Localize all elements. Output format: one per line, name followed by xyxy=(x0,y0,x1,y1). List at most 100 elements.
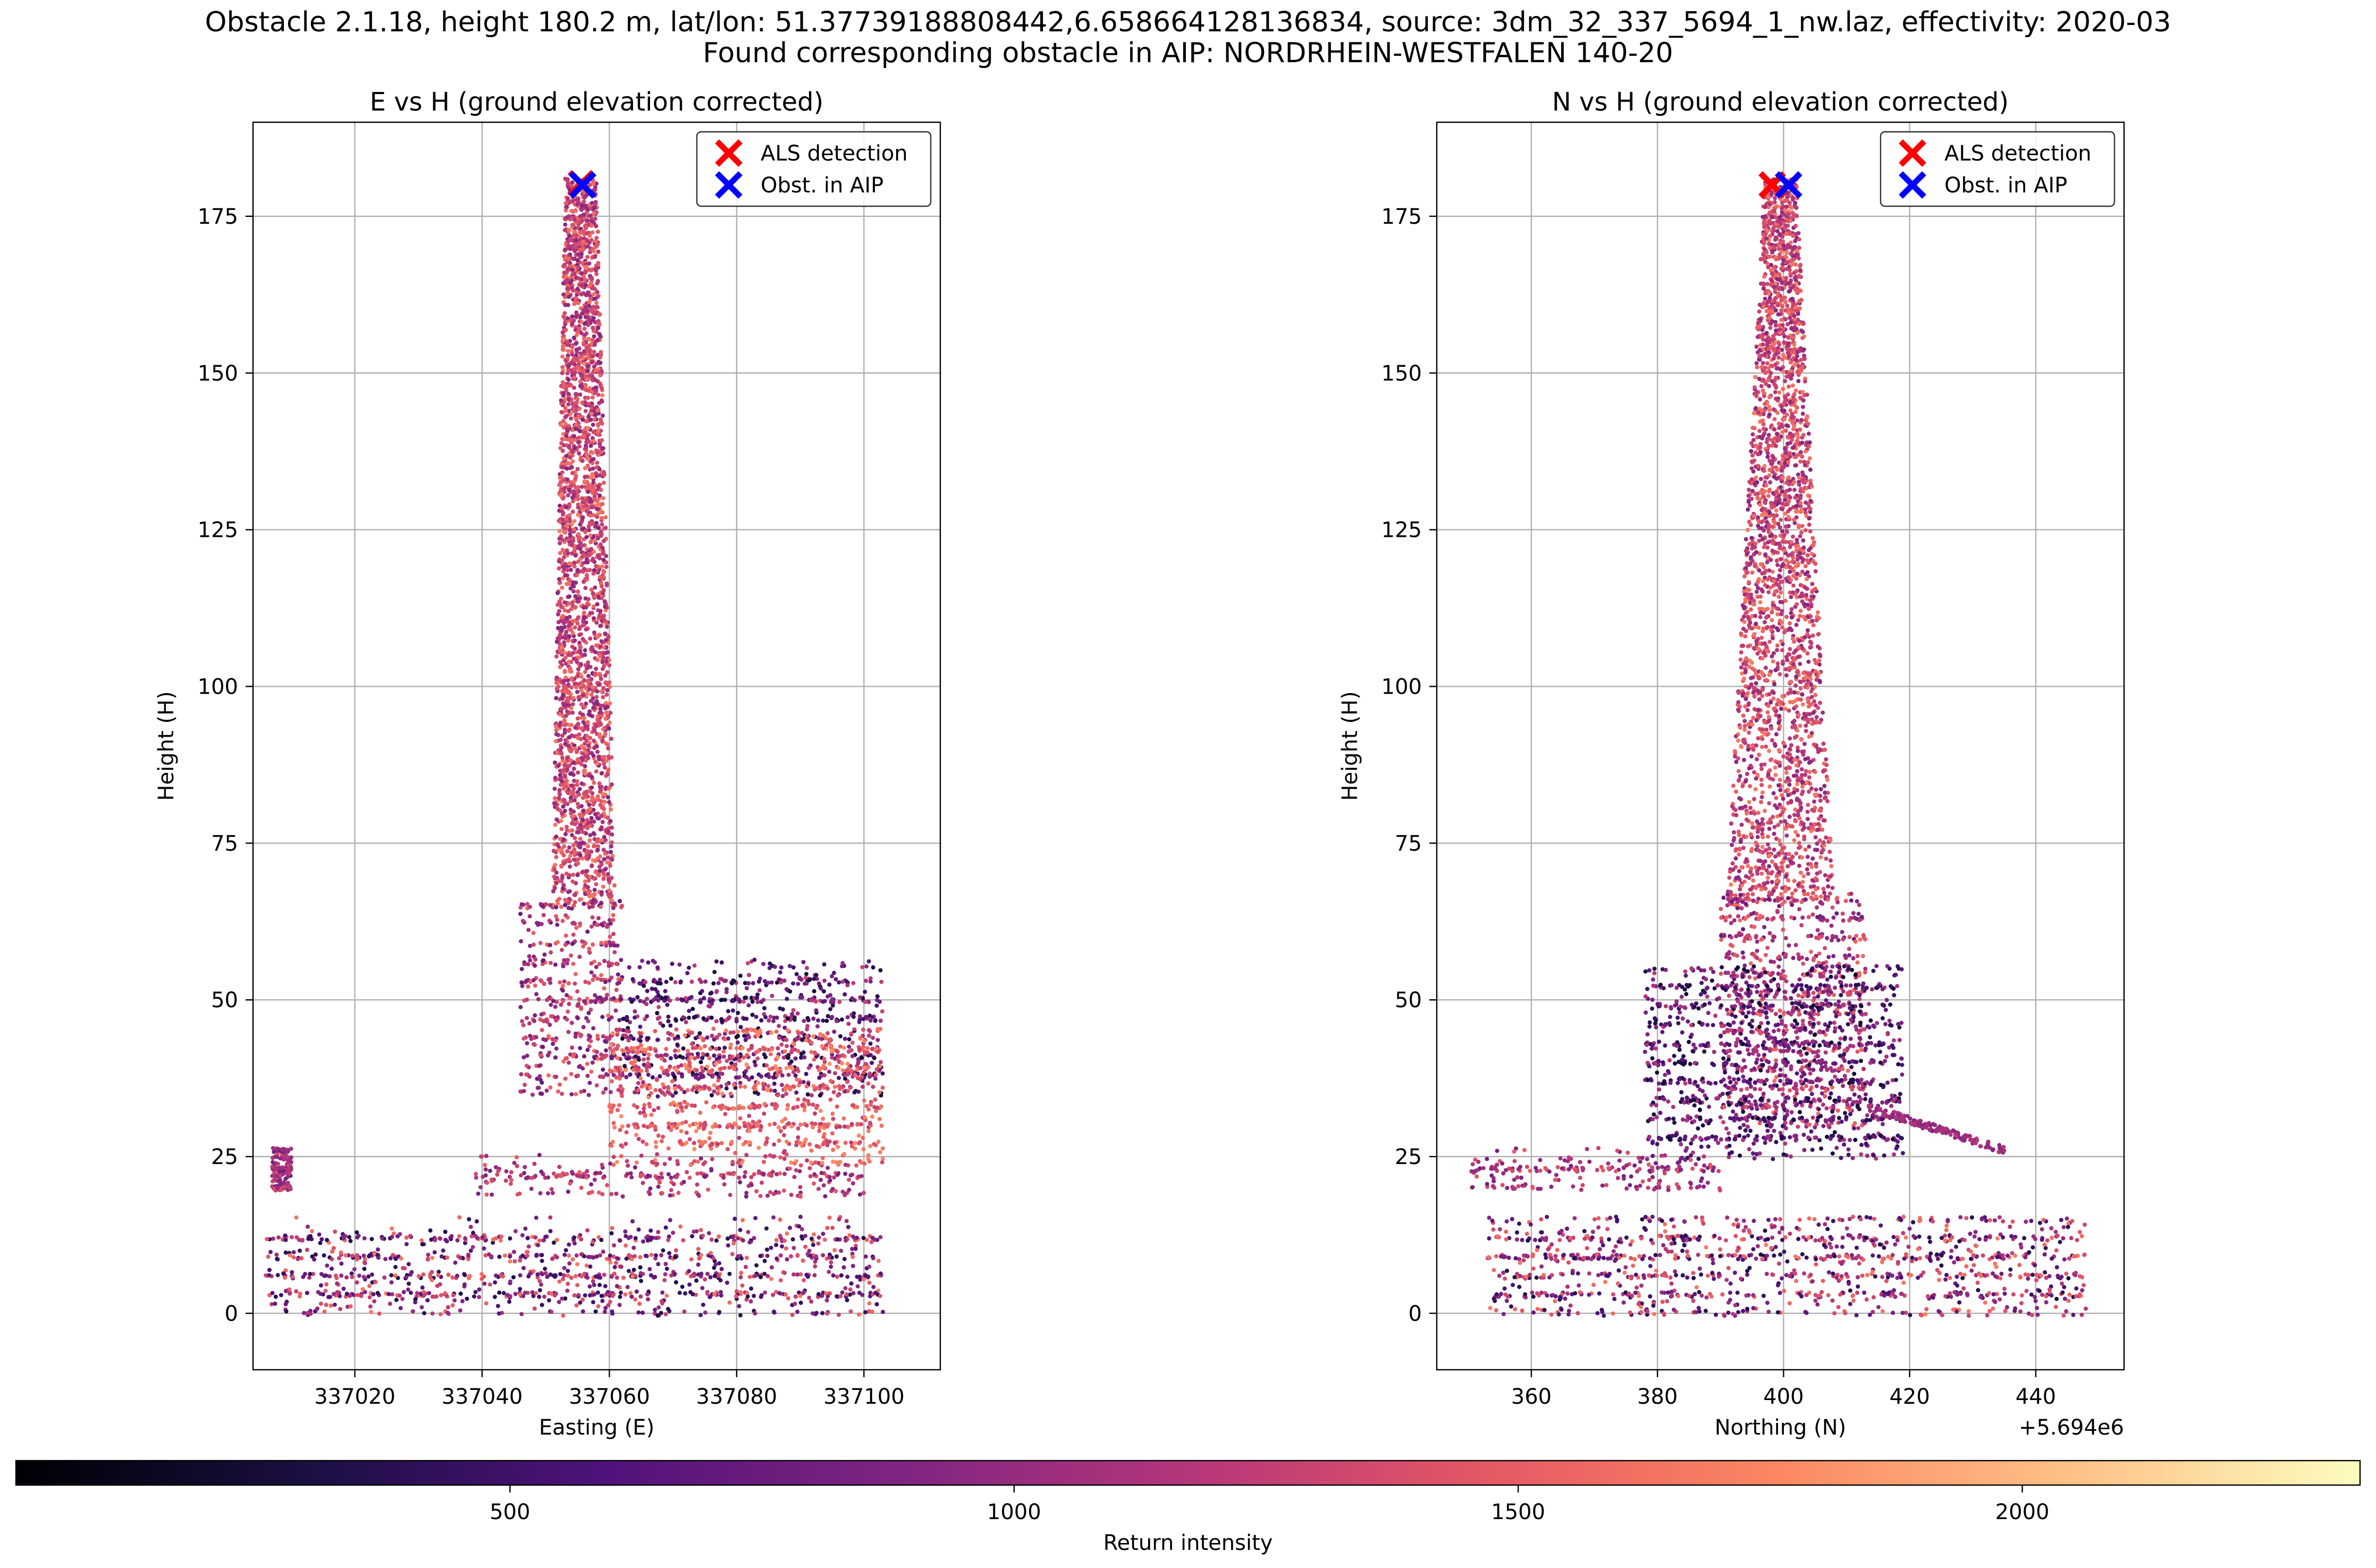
data-point xyxy=(559,475,564,479)
data-point xyxy=(591,310,595,315)
data-point xyxy=(765,1253,770,1258)
data-point xyxy=(604,581,609,586)
data-point xyxy=(608,720,612,725)
data-point xyxy=(576,805,581,810)
data-point xyxy=(592,888,597,892)
data-point xyxy=(767,966,772,971)
data-point xyxy=(571,1054,576,1059)
data-point xyxy=(622,1064,627,1068)
data-point xyxy=(596,682,601,687)
data-point xyxy=(824,1298,829,1303)
data-point xyxy=(588,736,593,740)
data-point xyxy=(700,1286,705,1291)
data-point xyxy=(558,1272,563,1277)
data-point xyxy=(357,1274,361,1278)
data-point xyxy=(612,901,617,906)
data-point xyxy=(875,1038,880,1042)
data-point xyxy=(630,1257,634,1261)
data-point xyxy=(563,517,568,521)
data-point xyxy=(558,768,562,773)
data-point xyxy=(638,1039,643,1043)
data-point xyxy=(512,1259,517,1263)
data-point xyxy=(752,957,757,962)
data-point xyxy=(591,591,595,596)
data-point xyxy=(560,886,565,891)
data-point xyxy=(604,659,609,664)
data-point xyxy=(694,1075,698,1080)
data-point xyxy=(595,749,600,754)
data-point xyxy=(594,272,599,276)
data-point xyxy=(778,1171,782,1176)
data-point xyxy=(590,558,595,563)
data-point xyxy=(531,931,536,935)
data-point xyxy=(695,1182,700,1187)
data-point xyxy=(600,545,605,550)
data-point xyxy=(530,1290,535,1295)
data-point xyxy=(592,876,596,881)
data-point xyxy=(745,1294,750,1299)
data-point xyxy=(594,564,599,569)
data-point xyxy=(875,1237,880,1242)
data-point xyxy=(559,628,564,633)
data-point xyxy=(774,1243,779,1247)
data-point xyxy=(529,1176,534,1181)
data-point xyxy=(750,1013,755,1017)
data-point xyxy=(584,264,589,269)
data-point xyxy=(646,1297,650,1302)
data-point xyxy=(580,543,584,548)
data-point xyxy=(557,580,562,585)
data-point xyxy=(756,979,761,984)
data-point xyxy=(577,276,582,281)
data-point xyxy=(563,636,568,640)
data-point xyxy=(555,626,560,630)
data-point xyxy=(481,1235,485,1240)
data-point xyxy=(816,1186,821,1191)
data-point xyxy=(599,509,603,514)
data-point xyxy=(561,837,566,842)
data-point xyxy=(545,1019,550,1024)
data-point xyxy=(601,695,605,699)
data-point xyxy=(703,1277,707,1282)
data-point xyxy=(449,1237,453,1242)
data-point xyxy=(675,997,680,1001)
data-point xyxy=(645,1174,650,1178)
data-point xyxy=(589,798,594,803)
data-point xyxy=(563,633,568,637)
data-point xyxy=(557,529,562,533)
data-point xyxy=(636,1310,641,1315)
data-point xyxy=(568,281,573,285)
data-point xyxy=(676,1191,681,1195)
data-point xyxy=(812,1181,816,1186)
data-point xyxy=(655,981,660,985)
data-point xyxy=(290,1270,294,1275)
data-point xyxy=(571,962,576,966)
data-point xyxy=(607,680,612,685)
data-point xyxy=(687,1282,692,1287)
data-point xyxy=(673,980,678,984)
data-point xyxy=(526,984,530,989)
data-point xyxy=(526,1175,530,1180)
data-point xyxy=(595,761,600,766)
data-point xyxy=(600,1299,605,1303)
data-point xyxy=(825,1166,830,1170)
data-point xyxy=(599,417,603,422)
data-point xyxy=(578,625,583,629)
data-point xyxy=(558,648,562,653)
data-point xyxy=(736,1053,740,1058)
data-point xyxy=(577,648,582,653)
data-point xyxy=(789,1059,794,1064)
data-point xyxy=(339,1274,344,1278)
data-point xyxy=(577,451,582,456)
data-point xyxy=(656,998,661,1002)
data-point xyxy=(822,1237,827,1242)
data-point xyxy=(570,285,574,290)
data-point xyxy=(871,965,875,970)
data-point xyxy=(842,992,847,997)
data-point xyxy=(631,1268,636,1272)
data-point xyxy=(571,483,576,487)
data-point xyxy=(572,375,577,380)
data-point xyxy=(579,563,584,568)
data-point xyxy=(606,746,611,751)
data-point xyxy=(583,529,588,534)
data-point xyxy=(857,1275,862,1279)
